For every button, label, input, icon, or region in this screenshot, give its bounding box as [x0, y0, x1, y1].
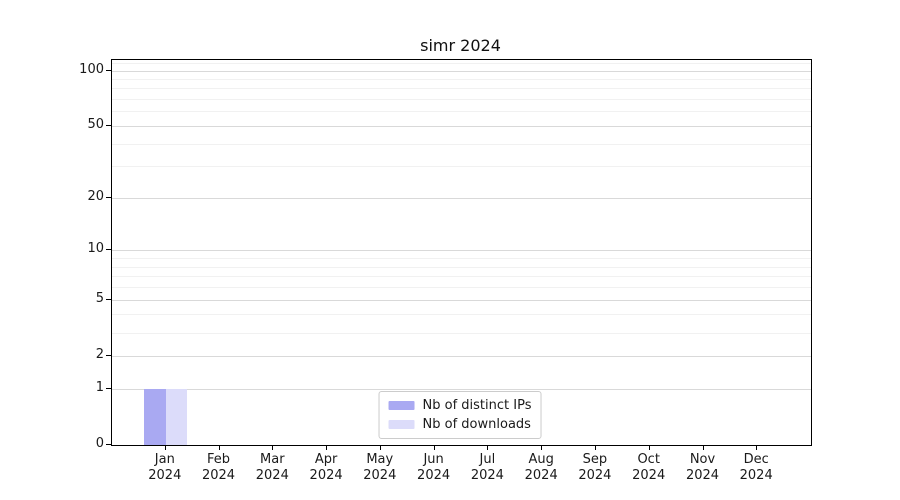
- major-gridline: [112, 198, 811, 199]
- y-tick-mark: [106, 249, 111, 251]
- x-tick-label: Feb 2024: [187, 452, 251, 484]
- x-tick-month: Jun: [423, 452, 444, 467]
- x-tick-month: Dec: [743, 452, 769, 467]
- minor-gridline: [112, 314, 811, 316]
- minor-gridline: [112, 276, 811, 278]
- legend-swatch: [388, 401, 415, 410]
- x-tick-month: Nov: [689, 452, 716, 467]
- minor-gridline: [112, 258, 811, 260]
- minor-gridline: [112, 266, 811, 268]
- x-tick-label: Nov 2024: [671, 452, 735, 484]
- x-tick-mark: [756, 445, 758, 450]
- plot-area: [111, 59, 812, 446]
- x-tick-mark: [648, 445, 650, 450]
- y-tick-label: 2: [95, 346, 104, 362]
- x-tick-mark: [272, 445, 274, 450]
- x-tick-year: 2024: [363, 468, 397, 483]
- x-tick-mark: [218, 445, 220, 450]
- y-tick-mark: [106, 387, 111, 389]
- minor-gridline: [112, 332, 811, 334]
- y-tick-label: 50: [87, 117, 104, 132]
- x-tick-label: Jul 2024: [455, 452, 519, 484]
- y-tick-label: 5: [95, 290, 104, 306]
- x-tick-mark: [433, 445, 435, 450]
- y-tick-mark: [106, 444, 111, 445]
- x-tick-month: Jul: [479, 452, 496, 467]
- x-tick-mark: [487, 445, 489, 450]
- y-tick-mark: [106, 298, 111, 300]
- x-tick-month: Apr: [314, 452, 338, 467]
- minor-gridline: [112, 287, 811, 289]
- minor-gridline: [112, 79, 811, 80]
- legend-label: Nb of distinct IPs: [422, 398, 532, 413]
- x-tick-label: May 2024: [348, 452, 412, 484]
- x-tick-year: 2024: [578, 468, 612, 483]
- x-tick-mark: [541, 445, 543, 450]
- x-tick-mark: [379, 445, 381, 450]
- x-tick-month: May: [366, 452, 394, 467]
- x-tick-month: Mar: [260, 452, 285, 467]
- x-tick-month: Aug: [528, 452, 554, 467]
- minor-gridline: [112, 99, 811, 101]
- x-tick-mark: [164, 445, 166, 450]
- x-tick-year: 2024: [470, 468, 504, 483]
- y-tick-mark: [106, 197, 111, 198]
- y-tick-label: 0: [95, 436, 104, 451]
- major-gridline: [112, 299, 811, 301]
- x-tick-label: Apr 2024: [294, 452, 358, 484]
- minor-gridline: [112, 111, 811, 113]
- chart-title: simr 2024: [420, 36, 501, 55]
- x-tick-label: Dec 2024: [724, 452, 788, 484]
- x-tick-year: 2024: [739, 468, 773, 483]
- x-tick-month: Jan: [154, 452, 175, 467]
- bar-nb-of-downloads: [165, 388, 188, 445]
- x-tick-label: Aug 2024: [509, 452, 573, 484]
- x-tick-year: 2024: [309, 468, 343, 483]
- x-tick-month: Feb: [206, 452, 231, 467]
- x-tick-mark: [326, 445, 328, 450]
- major-gridline: [112, 70, 811, 72]
- legend-row: Nb of downloads: [388, 417, 532, 432]
- minor-gridline: [112, 62, 811, 64]
- x-tick-label: Jun 2024: [402, 452, 466, 484]
- major-gridline: [112, 388, 811, 390]
- x-tick-month: Oct: [637, 452, 660, 467]
- x-tick-label: Mar 2024: [240, 452, 304, 484]
- legend-swatch: [388, 420, 415, 429]
- legend-label: Nb of downloads: [422, 417, 531, 432]
- x-tick-month: Sep: [582, 452, 608, 467]
- legend: Nb of distinct IPs Nb of downloads: [378, 391, 542, 439]
- y-tick-label: 20: [87, 189, 104, 204]
- x-tick-year: 2024: [201, 468, 236, 483]
- y-tick-mark: [106, 69, 111, 71]
- major-gridline: [112, 250, 811, 252]
- minor-gridline: [112, 143, 811, 145]
- x-tick-label: Sep 2024: [563, 452, 627, 484]
- x-tick-label: Jan 2024: [133, 452, 197, 484]
- x-tick-mark: [594, 445, 596, 450]
- bar-nb-of-distinct-ips: [144, 388, 166, 445]
- major-gridline: [112, 355, 811, 357]
- x-tick-year: 2024: [632, 468, 666, 483]
- minor-gridline: [112, 166, 811, 168]
- legend-row: Nb of distinct IPs: [388, 398, 532, 413]
- minor-gridline: [112, 88, 811, 90]
- y-tick-label: 1: [95, 379, 104, 395]
- x-tick-year: 2024: [255, 468, 289, 483]
- y-tick-mark: [106, 125, 111, 126]
- y-tick-label: 100: [79, 61, 104, 77]
- y-tick-mark: [106, 354, 111, 356]
- x-tick-label: Oct 2024: [617, 452, 681, 484]
- y-tick-label: 10: [87, 241, 104, 257]
- x-tick-mark: [702, 445, 704, 450]
- x-tick-year: 2024: [685, 468, 720, 483]
- x-tick-year: 2024: [148, 468, 182, 483]
- major-gridline: [112, 126, 811, 127]
- x-tick-year: 2024: [417, 468, 451, 483]
- x-tick-year: 2024: [524, 468, 558, 483]
